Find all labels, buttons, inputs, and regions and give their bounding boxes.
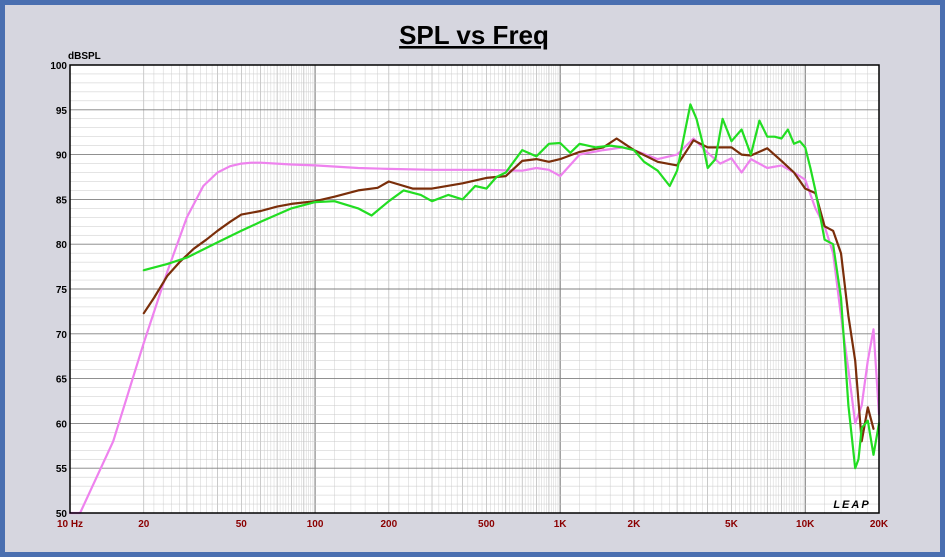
x-tick-label: 20K xyxy=(870,519,889,530)
x-tick-labels: 10 Hz 20 50 100 200 500 1K 2K 5K 10K 20K xyxy=(57,519,889,530)
series-line-3 xyxy=(142,103,881,470)
x-tick-label: 20 xyxy=(138,519,150,530)
y-tick-label: 95 xyxy=(56,106,68,117)
x-tick-label: 200 xyxy=(381,519,398,530)
y-tick-label: 50 xyxy=(56,509,68,520)
chart-title: SPL vs Freq xyxy=(399,20,549,50)
y-tick-label: 55 xyxy=(56,464,68,475)
y-tick-label: 75 xyxy=(56,285,68,296)
y-tick-label: 70 xyxy=(56,330,68,341)
y-tick-label: 85 xyxy=(56,195,68,206)
x-tick-label: 1K xyxy=(554,519,568,530)
y-tick-label: 100 xyxy=(50,61,67,72)
series-line-1 xyxy=(68,137,881,515)
y-axis-label: dBSPL xyxy=(68,51,101,62)
y-tick-label: 90 xyxy=(56,151,68,162)
y-tick-label: 65 xyxy=(56,375,68,386)
x-tick-label: 50 xyxy=(236,519,248,530)
y-tick-label: 60 xyxy=(56,419,68,430)
grid xyxy=(70,64,879,514)
x-tick-label: 10 Hz xyxy=(57,519,83,530)
brand-label: LEAP xyxy=(833,499,870,511)
y-tick-labels: 100 95 90 85 80 75 70 65 60 55 50 xyxy=(50,61,67,520)
series-lines xyxy=(68,103,881,515)
series-line-2 xyxy=(142,137,875,443)
x-tick-label: 2K xyxy=(628,519,642,530)
x-tick-label: 100 xyxy=(307,519,324,530)
x-tick-label: 5K xyxy=(725,519,739,530)
plot-border xyxy=(69,64,880,514)
x-tick-label: 10K xyxy=(796,519,815,530)
y-tick-label: 80 xyxy=(56,240,68,251)
x-tick-label: 500 xyxy=(478,519,495,530)
